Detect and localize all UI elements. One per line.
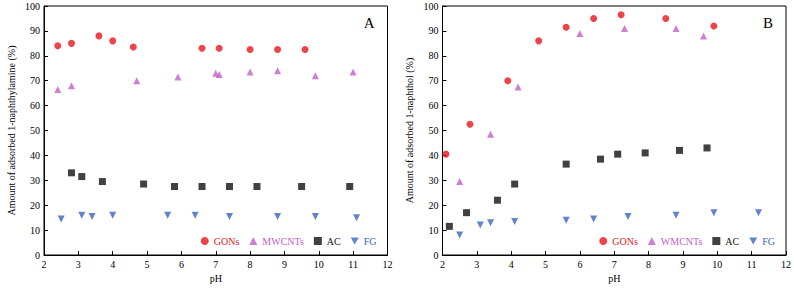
svg-text:Amount of adsorbed 1-naphthol: Amount of adsorbed 1-naphthol (%)	[404, 58, 416, 204]
svg-text:10: 10	[712, 259, 722, 270]
svg-text:AC: AC	[327, 236, 341, 247]
svg-text:90: 90	[429, 25, 439, 36]
svg-text:WMCNTs: WMCNTs	[661, 236, 703, 247]
svg-text:5: 5	[145, 259, 150, 270]
svg-text:7: 7	[612, 259, 617, 270]
svg-text:0: 0	[35, 250, 40, 261]
svg-text:8: 8	[248, 259, 253, 270]
svg-text:80: 80	[30, 50, 40, 61]
svg-text:9: 9	[680, 259, 685, 270]
svg-text:3: 3	[76, 259, 81, 270]
svg-text:50: 50	[30, 125, 40, 136]
svg-text:FG: FG	[364, 236, 377, 247]
svg-text:100: 100	[25, 1, 40, 12]
svg-text:7: 7	[213, 259, 218, 270]
svg-text:10: 10	[314, 259, 324, 270]
svg-text:GONs: GONs	[214, 236, 240, 247]
svg-text:2: 2	[42, 259, 47, 270]
svg-text:20: 20	[30, 200, 40, 211]
svg-text:100: 100	[424, 1, 439, 12]
svg-text:12: 12	[383, 259, 393, 270]
svg-text:GONs: GONs	[612, 236, 638, 247]
svg-text:6: 6	[179, 259, 184, 270]
svg-text:40: 40	[429, 150, 439, 161]
svg-text:4: 4	[110, 259, 115, 270]
svg-text:11: 11	[348, 259, 358, 270]
svg-text:3: 3	[474, 259, 479, 270]
svg-text:AC: AC	[725, 236, 739, 247]
svg-text:6: 6	[577, 259, 582, 270]
svg-text:40: 40	[30, 150, 40, 161]
svg-text:70: 70	[30, 75, 40, 86]
svg-text:2: 2	[440, 259, 445, 270]
svg-text:10: 10	[30, 225, 40, 236]
svg-text:11: 11	[747, 259, 757, 270]
svg-text:FG: FG	[762, 236, 775, 247]
svg-text:5: 5	[543, 259, 548, 270]
svg-text:60: 60	[429, 100, 439, 111]
svg-text:pH: pH	[210, 273, 222, 284]
svg-text:B: B	[763, 15, 773, 31]
svg-text:8: 8	[646, 259, 651, 270]
svg-text:20: 20	[429, 200, 439, 211]
svg-text:0: 0	[434, 250, 439, 261]
svg-text:Amount of adsorbed 1-naphthyla: Amount of adsorbed 1-naphthylamine (%)	[6, 46, 18, 216]
svg-text:70: 70	[429, 75, 439, 86]
svg-text:12: 12	[781, 259, 791, 270]
svg-text:pH: pH	[608, 273, 620, 284]
svg-text:60: 60	[30, 100, 40, 111]
svg-text:80: 80	[429, 50, 439, 61]
svg-text:9: 9	[282, 259, 287, 270]
svg-text:30: 30	[429, 175, 439, 186]
svg-text:90: 90	[30, 25, 40, 36]
svg-text:30: 30	[30, 175, 40, 186]
svg-text:50: 50	[429, 125, 439, 136]
svg-text:MWCNTs: MWCNTs	[262, 236, 304, 247]
svg-text:A: A	[364, 15, 375, 31]
svg-text:10: 10	[429, 225, 439, 236]
svg-text:4: 4	[509, 259, 514, 270]
